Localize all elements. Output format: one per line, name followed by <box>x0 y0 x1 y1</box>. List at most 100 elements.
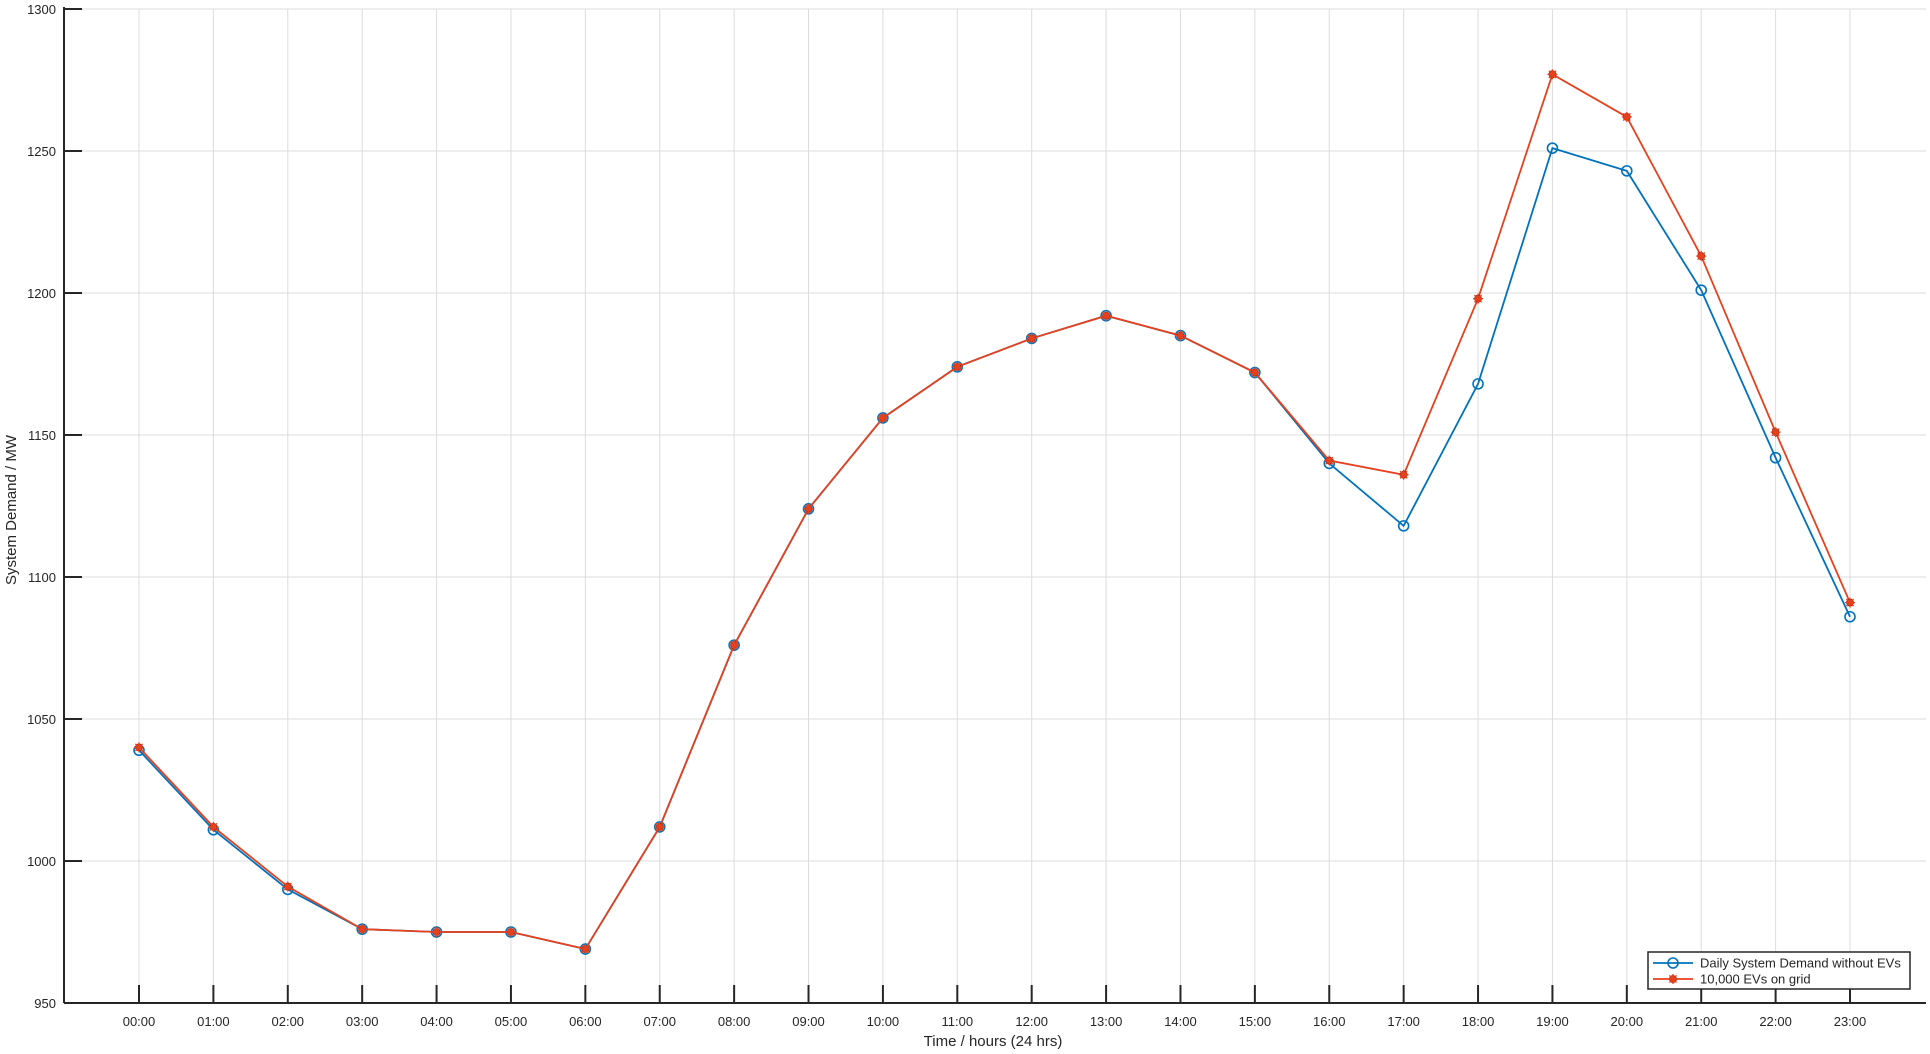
x-tick-label: 02:00 <box>272 1014 305 1029</box>
y-tick-label: 1150 <box>28 428 56 443</box>
series-1 <box>134 69 1855 955</box>
data-point <box>729 640 740 651</box>
data-point <box>1844 610 1856 623</box>
data-point <box>1621 111 1632 122</box>
x-tick-label: 11:00 <box>942 1014 974 1029</box>
marker-stroke <box>1399 470 1408 479</box>
data-point <box>1175 330 1186 341</box>
marker-stroke <box>1771 428 1780 437</box>
axes: 950 1000 1050 1100 1150 1200 1250 1300 00:00 01:0… <box>27 2 1926 1029</box>
data-point <box>1397 520 1410 532</box>
marker-stroke <box>655 822 664 831</box>
x-tick-label: 22:00 <box>1759 1014 1792 1029</box>
y-tick-label: 1250 <box>27 144 56 159</box>
marker-stroke <box>1325 456 1334 465</box>
data-point <box>1696 251 1707 262</box>
x-tick-label: 19:00 <box>1536 1014 1569 1029</box>
y-tick-label: 1100 <box>28 570 56 585</box>
y-axis-label: System Demand / MW <box>3 434 20 585</box>
data-point <box>1546 142 1559 154</box>
data-point <box>134 742 144 753</box>
marker-stroke <box>209 822 218 831</box>
marker-stroke <box>804 504 813 513</box>
legend-label: 10,000 EVs on grid <box>1700 972 1811 987</box>
data-point <box>282 881 293 892</box>
data-point <box>580 944 591 955</box>
data-point <box>1249 367 1260 378</box>
data-point <box>1101 310 1112 321</box>
x-tick-label: 21:00 <box>1685 1014 1718 1029</box>
legend-label: Daily System Demand without EVs <box>1700 956 1901 971</box>
x-tick-label: 04:00 <box>420 1014 453 1029</box>
data-point <box>654 821 665 832</box>
data-point <box>803 503 814 514</box>
marker-stroke <box>953 362 962 371</box>
data-point <box>1547 69 1558 80</box>
marker-stroke <box>1845 598 1855 607</box>
x-tick-label: 10:00 <box>867 1014 900 1029</box>
x-tick-label: 08:00 <box>718 1014 751 1029</box>
legend-marker <box>1667 957 1679 969</box>
series-line <box>138 147 1851 951</box>
marker-stroke <box>730 641 739 650</box>
data-point <box>877 412 888 423</box>
x-tick-label: 06:00 <box>569 1014 602 1029</box>
data-point <box>1621 165 1633 177</box>
data-point <box>1845 597 1855 608</box>
y-tick-label: 1000 <box>27 854 56 869</box>
marker-stroke <box>1473 294 1483 303</box>
y-tick-label: 1200 <box>27 286 56 301</box>
y-tick-label: 1050 <box>27 712 56 727</box>
x-tick-label: 17:00 <box>1387 1014 1420 1029</box>
y-tick-label: 1300 <box>27 2 56 17</box>
marker-stroke <box>1102 311 1111 320</box>
data-point <box>1770 427 1781 438</box>
marker-stroke <box>878 413 887 423</box>
data-point <box>208 821 219 832</box>
marker-stroke <box>1622 112 1631 121</box>
marker-stroke <box>432 927 441 937</box>
x-tick-label: 09:00 <box>792 1014 825 1029</box>
x-tick-label: 03:00 <box>346 1014 379 1029</box>
x-tick-label: 00:00 <box>123 1014 156 1029</box>
x-tick-label: 23:00 <box>1834 1014 1867 1029</box>
marker-stroke <box>506 927 516 937</box>
x-axis-label: Time / hours (24 hrs) <box>924 1033 1063 1050</box>
data-point <box>1769 451 1782 464</box>
legend-marker <box>1668 974 1678 984</box>
data-point <box>1398 469 1409 480</box>
marker-stroke <box>134 743 144 752</box>
data-point <box>505 927 516 937</box>
data-point <box>1695 284 1708 296</box>
data-point <box>357 924 368 935</box>
series-0 <box>133 142 1856 955</box>
data-point <box>1473 293 1484 304</box>
marker-stroke <box>283 882 292 891</box>
marker-stroke <box>358 925 367 934</box>
x-tick-label: 20:00 <box>1611 1014 1644 1029</box>
x-tick-label: 16:00 <box>1313 1014 1346 1029</box>
data-point <box>952 361 963 372</box>
data-point <box>1026 333 1037 344</box>
y-tick-label: 950 <box>34 996 56 1011</box>
series-line <box>138 72 1851 951</box>
grid <box>64 8 1926 1004</box>
marker-stroke <box>581 944 590 954</box>
data-point <box>1472 378 1484 390</box>
legend-box <box>1647 951 1911 990</box>
marker-stroke <box>1176 331 1185 340</box>
marker-stroke <box>1548 70 1557 79</box>
x-tick-label: 12:00 <box>1015 1014 1048 1029</box>
data-point <box>431 927 442 937</box>
marker-stroke <box>1668 974 1678 984</box>
x-tick-label: 05:00 <box>495 1014 528 1029</box>
marker-stroke <box>1697 252 1706 261</box>
series-group <box>133 69 1856 955</box>
x-tick-label: 15:00 <box>1239 1014 1272 1029</box>
marker-stroke <box>1027 334 1036 343</box>
marker-stroke <box>1250 368 1259 377</box>
x-tick-label: 01:00 <box>197 1014 230 1029</box>
x-tick-label: 18:00 <box>1462 1014 1495 1029</box>
